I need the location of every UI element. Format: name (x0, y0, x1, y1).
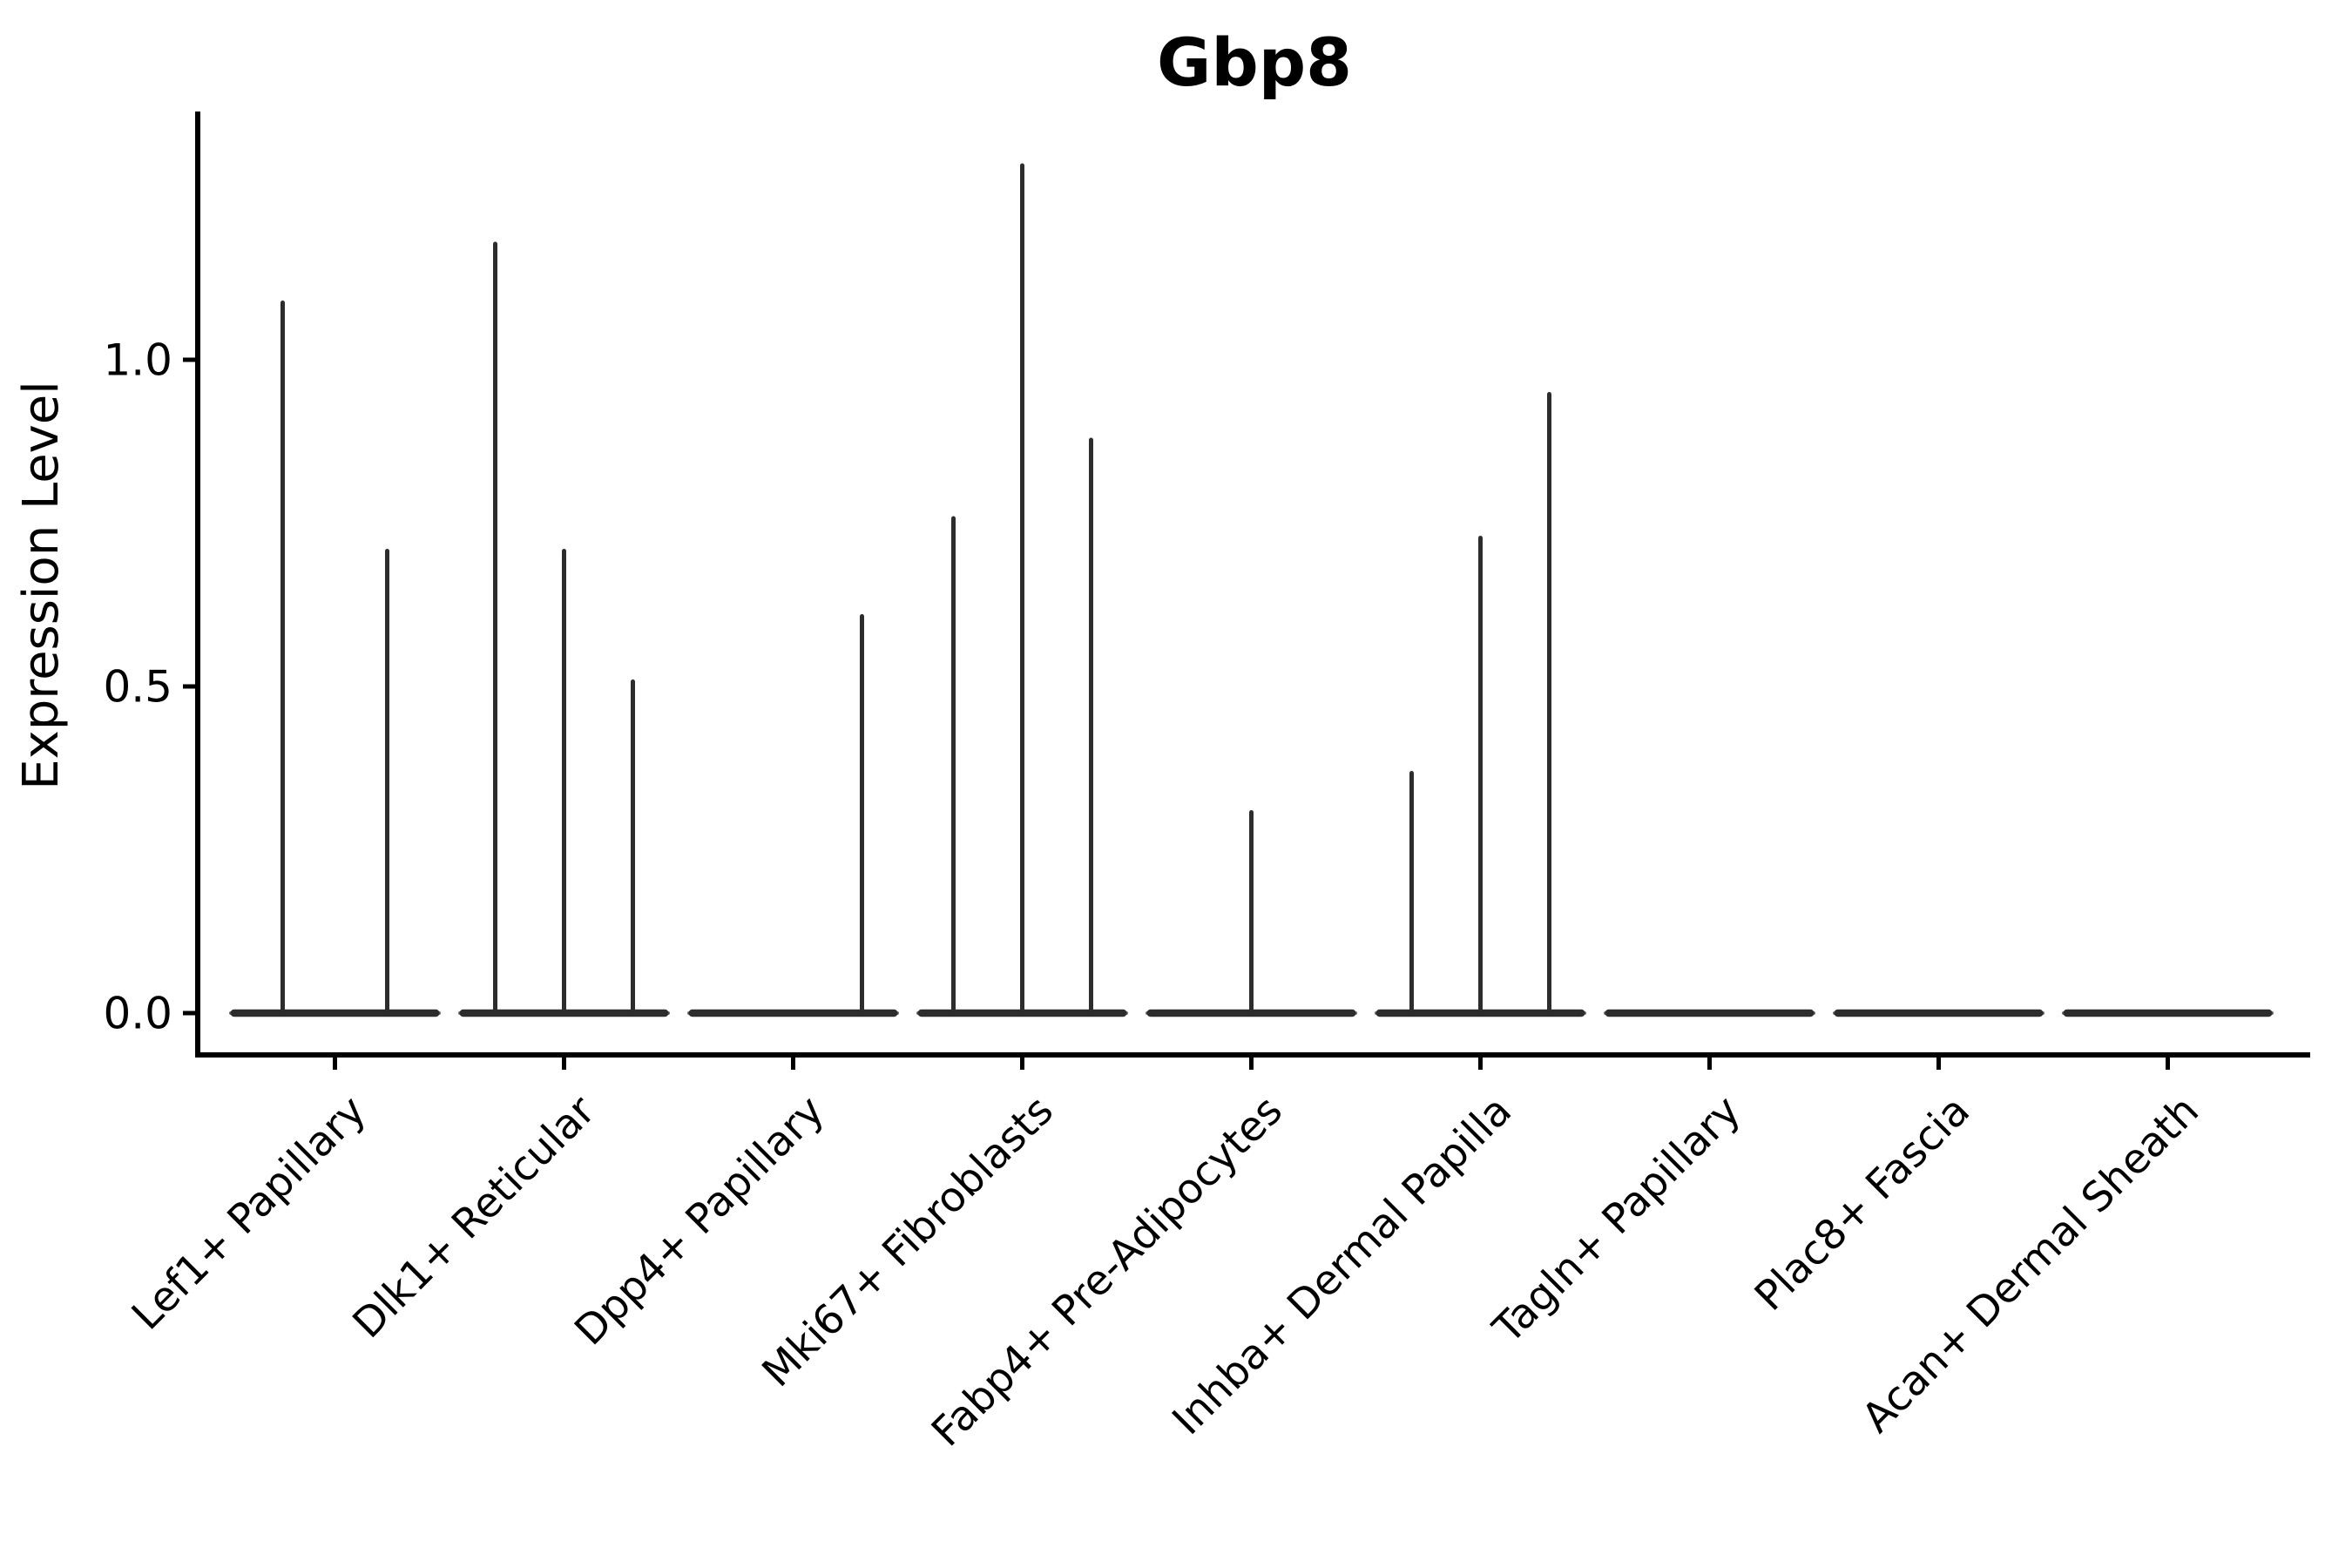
y-axis-label: Expression Level (13, 381, 70, 790)
x-tick (562, 1058, 566, 1070)
y-tick (183, 357, 195, 362)
chart-title: Gbp8 (1157, 24, 1352, 101)
x-tick-label: Plac8+ Fascia (1746, 1087, 1979, 1321)
violin-flat (2063, 1009, 2273, 1017)
violin-flat (1605, 1009, 1815, 1017)
y-tick (183, 1010, 195, 1016)
violin-flat (230, 1009, 440, 1017)
y-tick (183, 684, 195, 689)
x-axis-spine (195, 1052, 2310, 1058)
x-tick-label: Lef1+ Papillary (123, 1087, 375, 1340)
violins-layer (229, 163, 2274, 1017)
y-tick-label: 0.5 (103, 662, 172, 713)
x-tick (1707, 1058, 1712, 1070)
y-tick-label: 1.0 (103, 335, 172, 386)
x-tick (1478, 1058, 1483, 1070)
x-tick (1936, 1058, 1941, 1070)
x-tick-label: Dlk1+ Reticular (344, 1086, 605, 1348)
x-tick (791, 1058, 795, 1070)
axes-layer (183, 112, 2310, 1070)
x-tick (333, 1058, 337, 1070)
x-tick (2166, 1058, 2170, 1070)
y-tick-label: 0.0 (103, 989, 172, 1039)
y-axis-spine (195, 112, 200, 1058)
x-tick-label: Dpp4+ Papillary (565, 1087, 834, 1355)
violin-flat (1834, 1009, 2044, 1017)
violin-flat (688, 1009, 898, 1017)
x-tick-label: Tagln+ Papillary (1484, 1087, 1750, 1354)
x-tick (1249, 1058, 1254, 1070)
x-tick (1020, 1058, 1024, 1070)
